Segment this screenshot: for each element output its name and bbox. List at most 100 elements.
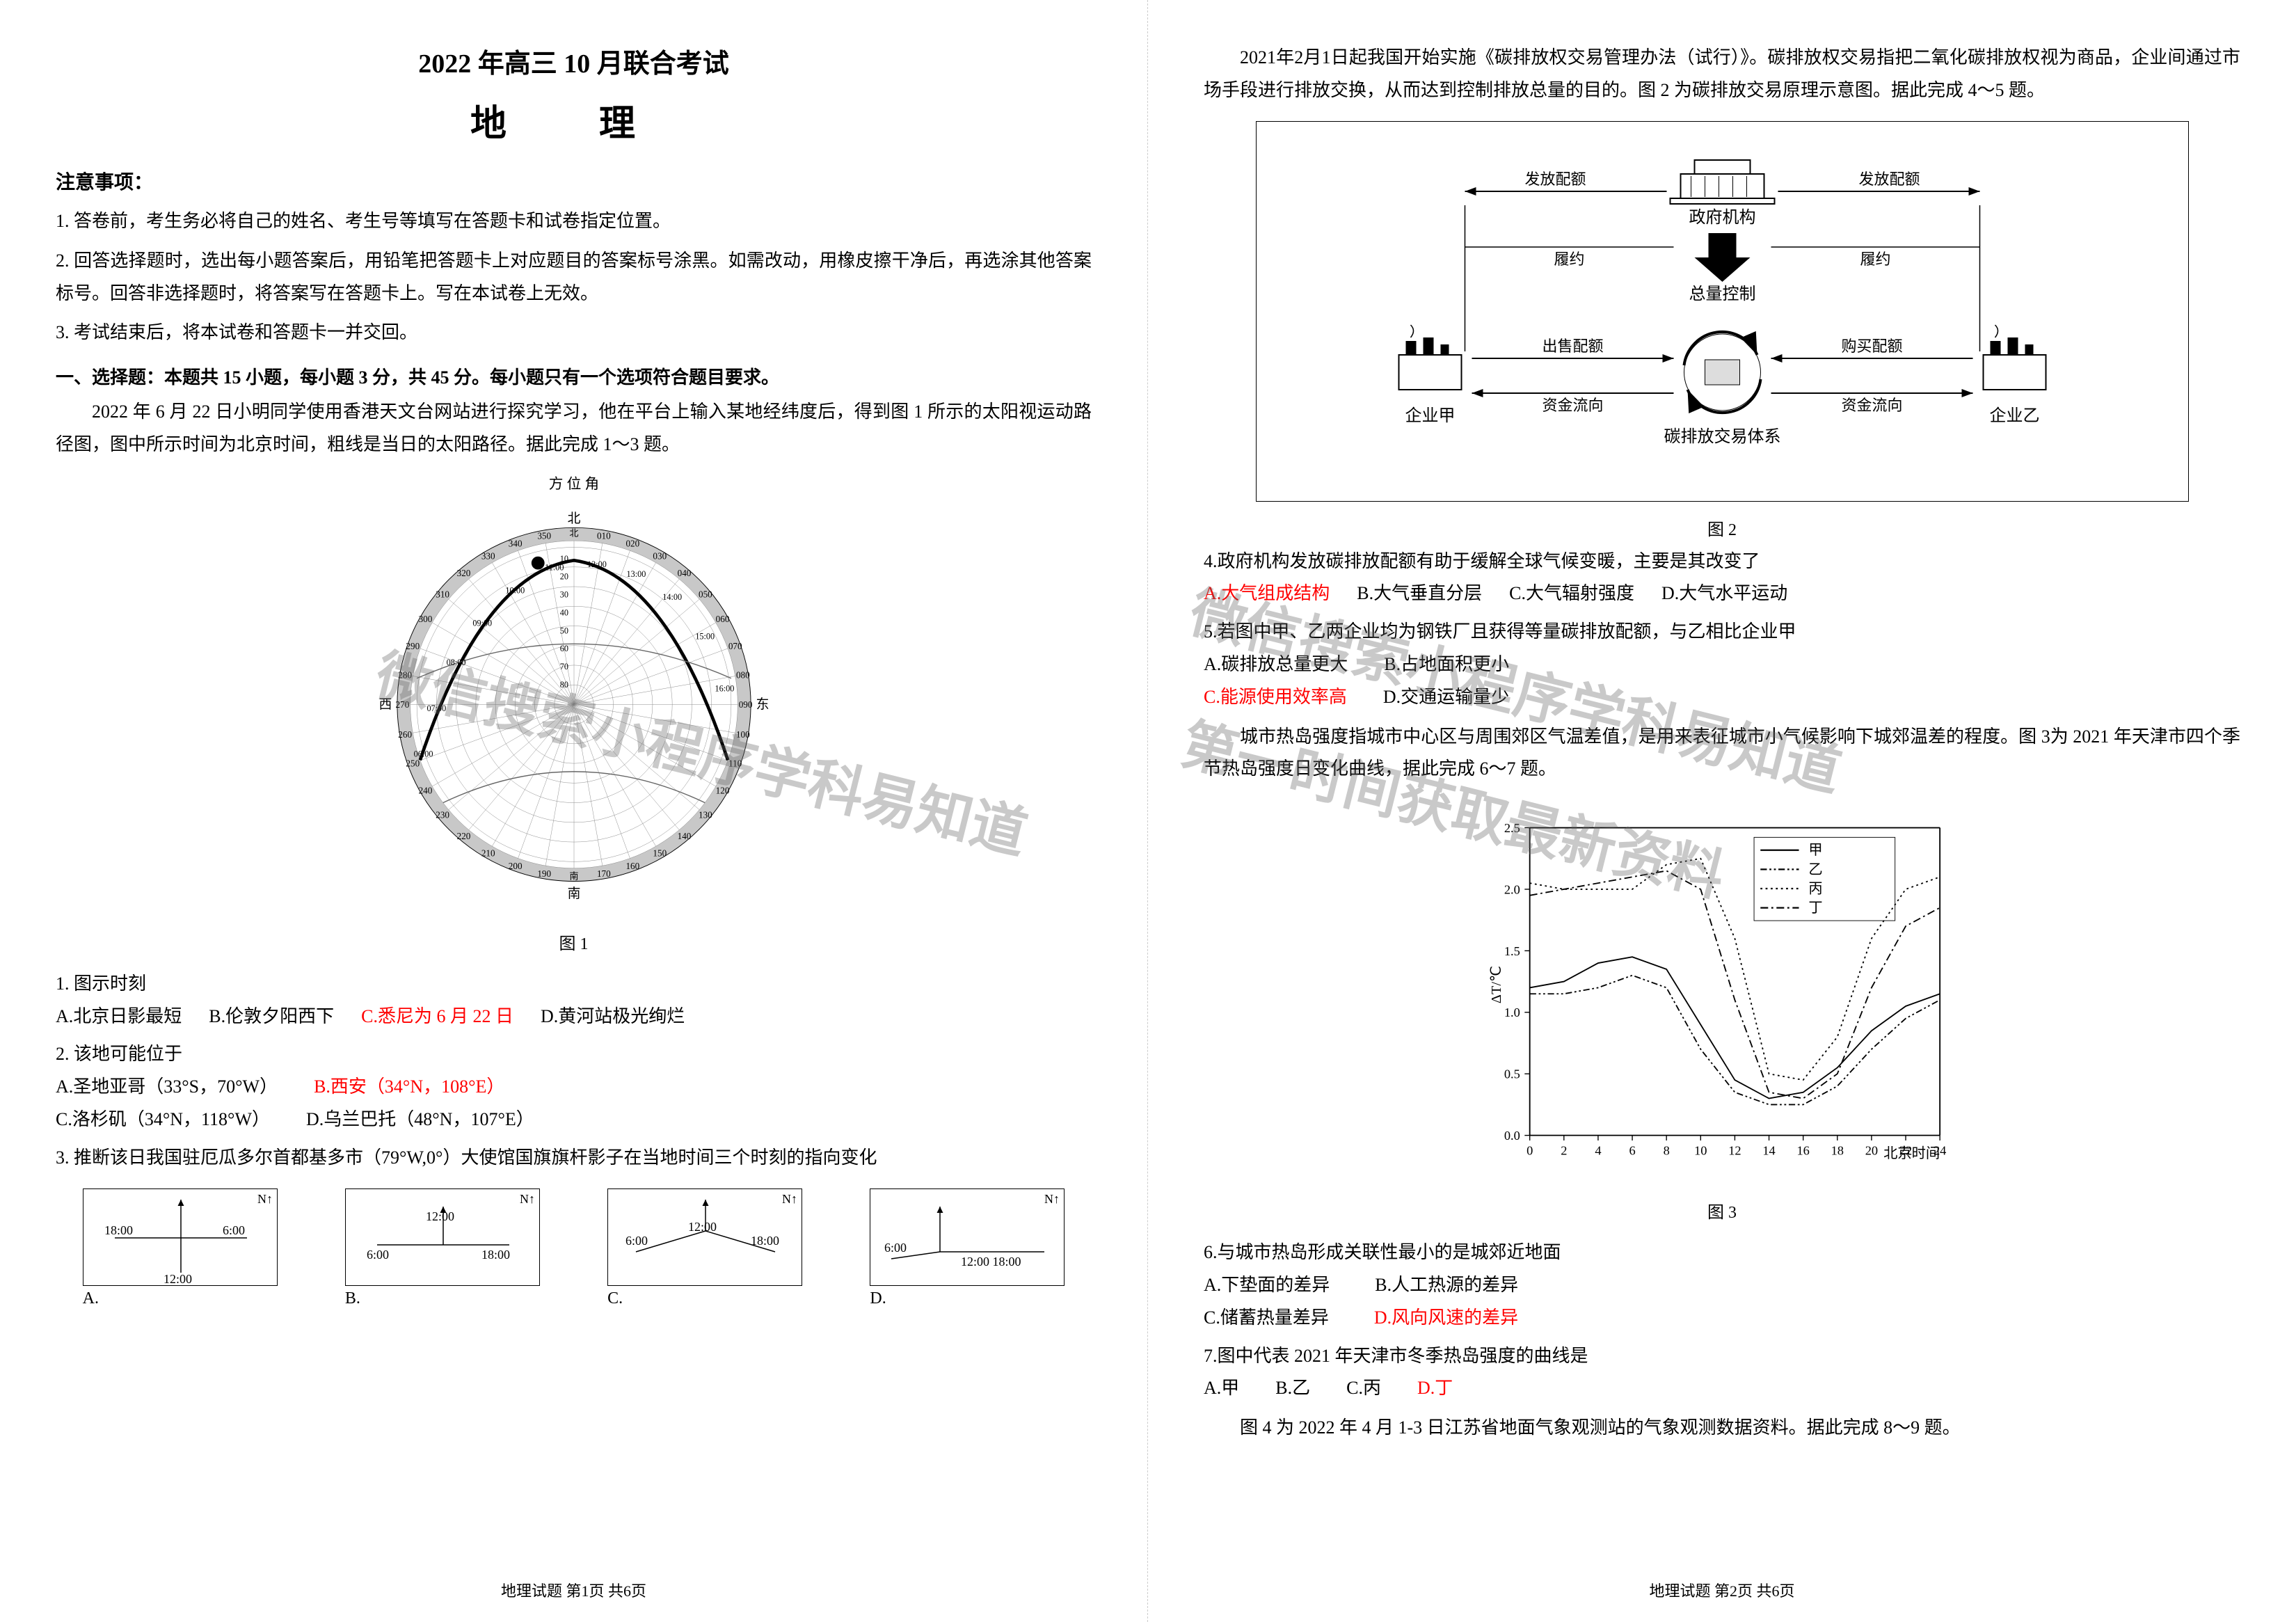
svg-text:ΔT/℃: ΔT/℃ bbox=[1489, 966, 1504, 1003]
svg-text:N↑: N↑ bbox=[520, 1192, 535, 1206]
svg-text:西: 西 bbox=[378, 697, 392, 712]
svg-text:06:00: 06:00 bbox=[413, 749, 433, 758]
page-left: 2022 年高三 10 月联合考试 地 理 注意事项： 1. 答卷前，考生务必将… bbox=[0, 0, 1148, 1622]
svg-text:政府机构: 政府机构 bbox=[1689, 208, 1755, 227]
svg-text:16: 16 bbox=[1796, 1143, 1809, 1157]
q4-opt-b: B.大气垂直分层 bbox=[1357, 583, 1482, 603]
svg-text:030: 030 bbox=[653, 550, 667, 561]
svg-text:270: 270 bbox=[395, 699, 409, 710]
q7-opt-b: B.乙 bbox=[1275, 1378, 1310, 1398]
q1-opt-c: C.悉尼为 6 月 22 日 bbox=[361, 1006, 513, 1026]
svg-text:130: 130 bbox=[699, 809, 712, 820]
svg-text:12:00 18:00: 12:00 18:00 bbox=[961, 1255, 1021, 1269]
footer-right: 地理试题 第2页 共6页 bbox=[1204, 1579, 2240, 1601]
q5-options-row2: C.能源使用效率高 D.交通运输量少 bbox=[1204, 681, 2240, 714]
compass-c: N↑ 6:00 12:00 18:00 bbox=[607, 1188, 802, 1286]
svg-text:6:00: 6:00 bbox=[223, 1223, 245, 1237]
compass-b: N↑ 12:00 6:00 18:00 bbox=[345, 1188, 540, 1286]
svg-text:资金流向: 资金流向 bbox=[1841, 397, 1902, 414]
svg-text:070: 070 bbox=[728, 641, 742, 651]
svg-text:30: 30 bbox=[559, 589, 568, 599]
svg-text:发放配额: 发放配额 bbox=[1524, 170, 1586, 188]
svg-text:330: 330 bbox=[481, 550, 495, 561]
svg-text:东: 东 bbox=[756, 697, 769, 712]
svg-text:发放配额: 发放配额 bbox=[1858, 170, 1920, 188]
q2-opt-c: C.洛杉矶（34°N，118°W） bbox=[56, 1109, 270, 1129]
svg-text:20: 20 bbox=[559, 571, 568, 581]
compass-c-label: C. bbox=[607, 1289, 802, 1308]
q7-opt-a: A.甲 bbox=[1204, 1378, 1239, 1398]
compass-a-label: A. bbox=[83, 1289, 278, 1308]
svg-text:08:00: 08:00 bbox=[446, 658, 465, 667]
q5-opt-d: D.交通运输量少 bbox=[1383, 687, 1509, 707]
q4-opt-c: C.大气辐射强度 bbox=[1509, 583, 1634, 603]
title-subject: 地 理 bbox=[56, 94, 1092, 146]
svg-text:40: 40 bbox=[559, 607, 568, 617]
q3-stem: 3. 推断该日我国驻厄瓜多尔首都基多市（79°W,0°）大使馆国旗旗杆影子在当地… bbox=[56, 1142, 1092, 1175]
q5-opt-c: C.能源使用效率高 bbox=[1204, 687, 1347, 707]
q5-options-row1: A.碳排放总量更大 B.占地面积更小 bbox=[1204, 649, 2240, 681]
svg-text:8: 8 bbox=[1664, 1143, 1670, 1157]
svg-text:4: 4 bbox=[1595, 1143, 1601, 1157]
q4-options: A.大气组成结构 B.大气垂直分层 C.大气辐射强度 D.大气水平运动 bbox=[1204, 578, 2240, 610]
instruction-1: 1. 答卷前，考生务必将自己的姓名、考生号等填写在答题卡和试卷指定位置。 bbox=[56, 205, 1092, 238]
svg-text:50: 50 bbox=[559, 626, 568, 635]
svg-text:100: 100 bbox=[735, 729, 749, 740]
svg-text:6:00: 6:00 bbox=[625, 1234, 648, 1248]
svg-text:0: 0 bbox=[1526, 1143, 1533, 1157]
flow-diagram: 政府机构 发放配额 发放配额 履约 履约 总量控制 bbox=[1277, 143, 2167, 477]
svg-text:碳排放交易体系: 碳排放交易体系 bbox=[1664, 427, 1780, 446]
svg-text:020: 020 bbox=[625, 538, 639, 548]
svg-text:11:00: 11:00 bbox=[545, 562, 564, 572]
compass-a: N↑ 18:00 6:00 12:00 bbox=[83, 1188, 278, 1286]
svg-text:12: 12 bbox=[1728, 1143, 1741, 1157]
svg-text:2.0: 2.0 bbox=[1504, 883, 1520, 897]
svg-text:履约: 履约 bbox=[1554, 251, 1584, 268]
title-main: 2022 年高三 10 月联合考试 bbox=[56, 42, 1092, 80]
section1-header: 一、选择题：本题共 15 小题，每小题 3 分，共 45 分。每小题只有一个选项… bbox=[56, 363, 1092, 389]
passage-3: 城市热岛强度指城市中心区与周围郊区气温差值，是用来表征城市小气候影响下城郊温差的… bbox=[1204, 721, 2240, 786]
svg-text:12:00: 12:00 bbox=[587, 559, 607, 569]
polar-title: 方 位 角 bbox=[548, 476, 598, 492]
compass-a-wrapper: N↑ 18:00 6:00 12:00 A. bbox=[83, 1188, 278, 1308]
svg-text:10:00: 10:00 bbox=[505, 585, 525, 595]
svg-text:040: 040 bbox=[677, 568, 691, 578]
flow-diagram-box: 政府机构 发放配额 发放配额 履约 履约 总量控制 bbox=[1256, 121, 2189, 502]
q6-opt-a: A.下垫面的差异 bbox=[1204, 1275, 1330, 1295]
q2-options-row2: C.洛杉矶（34°N，118°W） D.乌兰巴托（48°N，107°E） bbox=[56, 1104, 1092, 1136]
svg-text:N↑: N↑ bbox=[257, 1192, 273, 1206]
figure-2-caption: 图 2 bbox=[1204, 516, 2240, 540]
svg-text:购买配额: 购买配额 bbox=[1841, 337, 1902, 355]
figure-3-caption: 图 3 bbox=[1204, 1198, 2240, 1223]
svg-text:310: 310 bbox=[436, 589, 449, 599]
svg-text:050: 050 bbox=[699, 589, 712, 599]
passage-2: 2021年2月1日起我国开始实施《碳排放权交易管理办法（试行）》。碳排放权交易指… bbox=[1204, 42, 2240, 107]
svg-text:6:00: 6:00 bbox=[884, 1241, 907, 1255]
svg-text:150: 150 bbox=[653, 848, 667, 858]
svg-text:12:00: 12:00 bbox=[164, 1272, 192, 1286]
q1-opt-a: A.北京日影最短 bbox=[56, 1006, 182, 1026]
svg-text:北京时间: 北京时间 bbox=[1883, 1145, 1940, 1161]
q6-options-row2: C.储蓄热量差异 D.风向风速的差异 bbox=[1204, 1302, 2240, 1335]
svg-text:290: 290 bbox=[406, 641, 420, 651]
svg-text:60: 60 bbox=[559, 644, 568, 653]
q7-stem: 7.图中代表 2021 年天津市冬季热岛强度的曲线是 bbox=[1204, 1340, 2240, 1373]
svg-text:120: 120 bbox=[715, 785, 729, 795]
svg-text:N↑: N↑ bbox=[782, 1192, 797, 1206]
svg-text:丙: 丙 bbox=[1808, 882, 1822, 897]
svg-text:16:00: 16:00 bbox=[715, 683, 734, 693]
passage-4: 图 4 为 2022 年 4 月 1-3 日江苏省地面气象观测站的气象观测数据资… bbox=[1204, 1412, 2240, 1445]
svg-text:140: 140 bbox=[677, 831, 691, 841]
polar-chart: 方 位 角 北010020030 bbox=[351, 475, 797, 921]
svg-text:1.0: 1.0 bbox=[1504, 1005, 1520, 1019]
svg-text:出售配额: 出售配额 bbox=[1542, 337, 1603, 355]
svg-text:300: 300 bbox=[418, 614, 432, 624]
svg-text:2: 2 bbox=[1561, 1143, 1567, 1157]
q2-stem: 2. 该地可能位于 bbox=[56, 1038, 1092, 1071]
footer-left: 地理试题 第1页 共6页 bbox=[56, 1579, 1092, 1601]
compass-d-wrapper: N↑ 6:00 12:00 18:00 D. bbox=[870, 1188, 1065, 1308]
page-right: 2021年2月1日起我国开始实施《碳排放权交易管理办法（试行）》。碳排放权交易指… bbox=[1148, 0, 2296, 1622]
instruction-3: 3. 考试结束后，将本试卷和答题卡一并交回。 bbox=[56, 317, 1092, 349]
svg-text:18:00: 18:00 bbox=[104, 1223, 133, 1237]
svg-text:12:00: 12:00 bbox=[426, 1209, 454, 1223]
